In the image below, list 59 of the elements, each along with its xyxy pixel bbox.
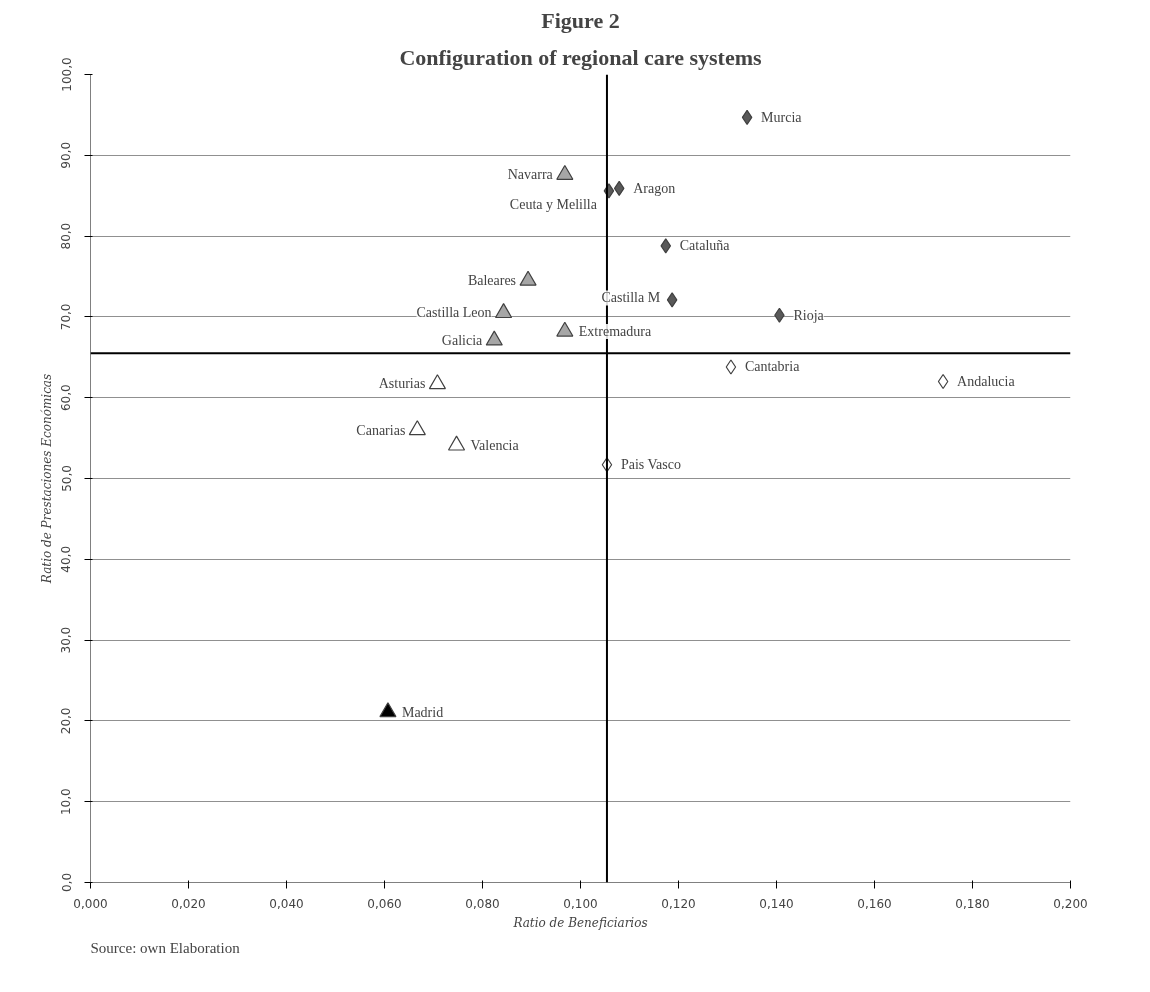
annotation: Asturias: [378, 376, 426, 392]
x-tick-label: 0,120: [661, 896, 696, 911]
point: [741, 109, 753, 125]
point: [556, 321, 574, 337]
point: [485, 330, 503, 346]
annotation: Cantabria: [744, 359, 801, 375]
y-tick-label: 40,0: [59, 545, 74, 573]
annotation: Castilla M: [601, 290, 661, 306]
x-tick-label: 0,100: [563, 896, 598, 911]
x-tick-label: 0,000: [73, 896, 108, 911]
y-tick-label: 100,0: [59, 57, 74, 92]
point: [725, 359, 737, 375]
annotation: Andalucia: [957, 374, 1016, 390]
point: [408, 420, 426, 436]
x-tick-label: 0,160: [857, 896, 892, 911]
annotation: Canarias: [356, 422, 406, 438]
point: [613, 180, 625, 197]
annotation: Navarra: [507, 167, 554, 183]
x-tick-label: 0,200: [1053, 896, 1088, 911]
y-tick-label: 80,0: [59, 222, 74, 250]
annotation: Extremadura: [578, 323, 652, 339]
annotation: Baleares: [467, 273, 517, 289]
annotation: Murcia: [761, 109, 803, 125]
y-tick-label: 0,0: [59, 872, 74, 893]
annotation: Aragon: [633, 180, 676, 196]
chart-title: Figure 2: [541, 7, 620, 33]
annotation: Valencia: [470, 437, 520, 453]
point: [937, 373, 949, 390]
y-tick-label: 30,0: [59, 626, 74, 654]
x-axis-title: Ratio de Beneficiarios: [512, 915, 648, 930]
source-note: Source: own Elaboration: [90, 939, 241, 956]
chart-subtitle: Configuration of regional care systems: [399, 44, 763, 70]
point: [666, 292, 678, 308]
x-tick-label: 0,080: [465, 896, 500, 911]
annotation: Madrid: [401, 704, 444, 720]
annotation: Cataluña: [679, 238, 731, 254]
point: [494, 303, 513, 319]
x-tick-label: 0,060: [367, 896, 402, 911]
x-tick-label: 0,180: [955, 896, 990, 911]
point: [660, 238, 672, 254]
y-tick-label: 90,0: [59, 141, 74, 169]
x-tick-label: 0,140: [759, 896, 794, 911]
point: [379, 702, 397, 718]
annotation: Galicia: [441, 332, 484, 348]
annotation: Rioja: [793, 307, 825, 323]
annotation: Pais Vasco: [620, 457, 681, 473]
y-tick-label: 10,0: [59, 788, 74, 816]
annotation: Castilla Leon: [416, 305, 492, 321]
annotation: Ceuta y Melilla: [509, 197, 598, 213]
point: [519, 270, 537, 286]
y-tick-label: 60,0: [59, 384, 74, 412]
y-tick-label: 50,0: [59, 465, 74, 492]
y-tick-label: 20,0: [59, 707, 74, 735]
point: [447, 435, 466, 451]
y-tick-label: 70,0: [59, 303, 74, 331]
point: [428, 374, 447, 390]
x-tick-label: 0,040: [269, 896, 304, 911]
y-axis-title: Ratio de Prestaciones Económicas: [39, 373, 54, 585]
x-tick-label: 0,020: [171, 896, 206, 911]
